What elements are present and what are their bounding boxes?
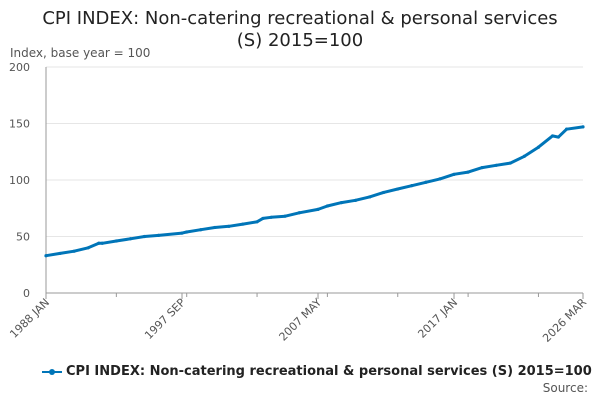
y-axis-label: Index, base year = 100: [10, 46, 151, 60]
data-point: [44, 254, 48, 258]
data-point: [213, 225, 217, 230]
data-point: [142, 234, 147, 239]
data-point: [339, 201, 344, 205]
data-point: [128, 237, 133, 241]
x-tick-label: 2026 MAR: [540, 296, 589, 345]
data-point: [382, 190, 386, 195]
data-point: [536, 145, 541, 149]
y-tick-label: 150: [9, 118, 30, 131]
data-point: [100, 241, 104, 245]
x-tick-label: 1988 JAN: [7, 296, 52, 341]
y-tick-label: 0: [23, 287, 30, 300]
data-point: [550, 134, 555, 138]
data-point: [269, 215, 273, 219]
series-line: [44, 125, 585, 258]
x-tick-label: 1997 SEP: [142, 296, 188, 342]
data-point: [438, 177, 442, 181]
legend-swatch: [42, 367, 62, 377]
legend[interactable]: CPI INDEX: Non-catering recreational & p…: [42, 364, 592, 379]
data-point: [556, 135, 560, 139]
data-point: [261, 216, 265, 221]
chart-title-line-1: CPI INDEX: Non-catering recreational & p…: [42, 8, 558, 29]
y-tick-label: 50: [16, 231, 30, 244]
data-point: [410, 184, 414, 188]
source-text: Source:: [542, 381, 588, 395]
data-point: [180, 231, 184, 235]
y-tick-label: 100: [9, 174, 30, 187]
data-point: [466, 170, 470, 174]
data-point: [86, 246, 90, 250]
data-point: [522, 154, 526, 158]
data-point: [564, 127, 569, 131]
data-point: [255, 220, 259, 224]
data-point: [353, 198, 358, 202]
data-point: [368, 195, 372, 199]
data-point: [581, 125, 585, 129]
data-point: [241, 222, 245, 226]
data-point: [199, 228, 203, 232]
data-point: [480, 165, 484, 170]
x-tick-label: 2017 JAN: [415, 296, 460, 341]
data-point: [114, 239, 118, 243]
x-tick-label: 2007 MAY: [276, 296, 324, 344]
data-point: [185, 230, 189, 234]
chart-title-line-2: (S) 2015=100: [236, 30, 364, 51]
data-point: [283, 214, 287, 218]
data-point: [508, 161, 512, 165]
data-point: [58, 251, 62, 256]
data-point: [494, 163, 498, 167]
y-tick-label: 200: [9, 61, 30, 74]
data-point: [452, 172, 456, 176]
legend-label: CPI INDEX: Non-catering recreational & p…: [66, 364, 592, 379]
data-point: [396, 187, 400, 191]
chart-title: CPI INDEX: Non-catering recreational & p…: [0, 8, 600, 52]
data-point: [72, 249, 76, 253]
data-point: [227, 224, 231, 228]
data-point: [316, 207, 320, 211]
data-point: [325, 204, 329, 208]
data-point: [97, 241, 101, 245]
data-point: [156, 233, 161, 237]
data-point: [424, 180, 428, 184]
data-point: [297, 211, 301, 215]
